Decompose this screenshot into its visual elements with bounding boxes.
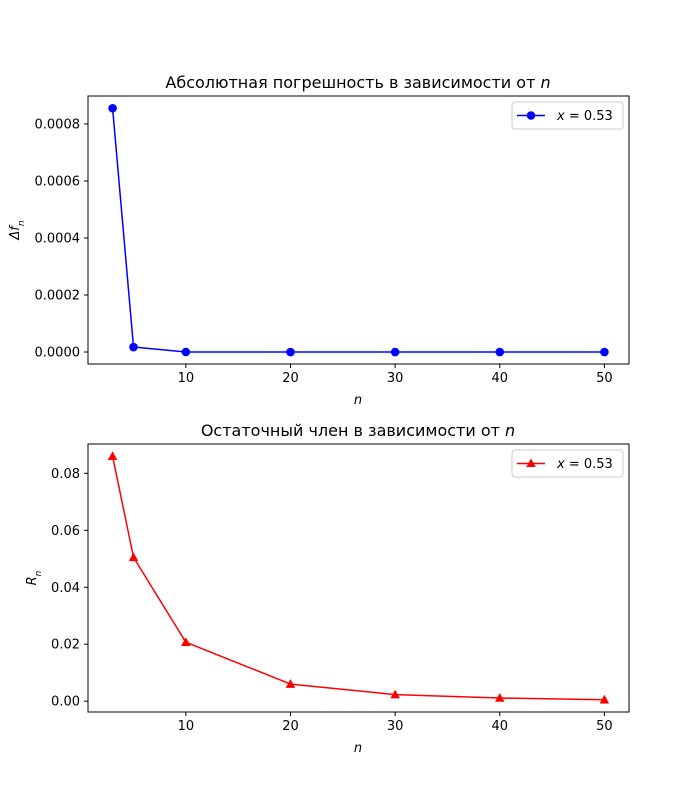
- series-layer: [107, 451, 610, 704]
- y-tick-label: 0.0008: [35, 117, 81, 132]
- y-tick-label: 0.00: [51, 695, 80, 710]
- x-tick-label: 50: [596, 371, 613, 386]
- data-point: [285, 679, 296, 688]
- legend-var: x: [556, 109, 565, 124]
- x-tick-label: 30: [387, 371, 404, 386]
- legend-marker-circle: [526, 111, 536, 120]
- y-tick-label: 0.04: [51, 581, 80, 596]
- y-tick-label: 0.0000: [35, 346, 81, 361]
- data-point: [108, 103, 117, 113]
- axes-frame: [87, 95, 630, 365]
- legend-var: x: [556, 457, 565, 472]
- data-point: [128, 552, 139, 562]
- chart-title-text: Остаточный член в зависимости от: [201, 421, 505, 440]
- legend-label: x = 0.53: [556, 457, 613, 472]
- subplot-remainder-term: Остаточный член в зависимости от n 10 20 3…: [25, 421, 630, 756]
- data-point: [181, 347, 191, 357]
- legend: x = 0.53: [511, 101, 624, 130]
- x-axis-ticks: 10 20 30 40 50: [178, 712, 613, 734]
- x-tick-label: 40: [491, 719, 508, 734]
- data-point: [390, 689, 400, 699]
- y-tick-label: 0.0006: [35, 174, 81, 189]
- y-axis-label-sub: n: [17, 220, 27, 226]
- data-point: [599, 694, 610, 704]
- x-tick-label: 50: [596, 719, 613, 734]
- x-tick-label: 20: [282, 719, 299, 734]
- y-axis-label: Rn: [25, 570, 44, 585]
- x-tick-label: 10: [178, 719, 195, 734]
- x-tick-label: 40: [491, 371, 508, 386]
- legend-label: x = 0.53: [556, 109, 613, 124]
- y-tick-label: 0.08: [51, 467, 80, 482]
- subplot-absolute-error: Абсолютная погрешность в зависимости от …: [8, 73, 630, 408]
- legend-value: = 0.53: [565, 109, 613, 124]
- data-point: [600, 347, 609, 357]
- y-axis-ticks: 0.0000 0.0002 0.0004 0.0006 0.0008: [35, 117, 88, 361]
- legend-box: [511, 101, 624, 130]
- data-point: [390, 347, 400, 357]
- legend-value: = 0.53: [565, 457, 613, 472]
- axes-frame: [87, 443, 630, 713]
- y-tick-label: 0.06: [51, 524, 80, 539]
- data-point: [286, 347, 295, 357]
- chart-title: Остаточный член в зависимости от n: [201, 421, 515, 440]
- legend-marker-triangle: [526, 458, 536, 467]
- x-tick-label: 30: [387, 719, 404, 734]
- data-point: [129, 342, 138, 352]
- y-axis-label-main: Δf: [8, 224, 23, 241]
- series-layer: [108, 103, 609, 357]
- x-tick-label: 10: [178, 371, 195, 386]
- x-tick-label: 20: [282, 371, 299, 386]
- y-tick-label: 0.02: [51, 638, 80, 653]
- data-point: [495, 347, 505, 357]
- chart-title-var: n: [505, 421, 515, 440]
- data-point: [181, 637, 191, 646]
- chart-title-var: n: [540, 73, 550, 92]
- data-point: [107, 451, 118, 460]
- x-axis-ticks: 10 20 30 40 50: [178, 364, 613, 386]
- legend: x = 0.53: [511, 449, 624, 478]
- y-axis-label: Δfn: [8, 220, 27, 240]
- y-tick-label: 0.0002: [35, 289, 81, 304]
- x-axis-label: n: [354, 393, 362, 408]
- chart-title: Абсолютная погрешность в зависимости от …: [165, 73, 550, 92]
- data-point: [495, 693, 505, 702]
- y-tick-label: 0.0004: [35, 231, 81, 246]
- legend-box: [511, 449, 624, 478]
- chart-title-text: Абсолютная погрешность в зависимости от: [165, 73, 540, 92]
- x-axis-label: n: [354, 741, 362, 756]
- y-axis-label-main: R: [25, 576, 40, 585]
- y-axis-ticks: 0.00 0.02 0.04 0.06 0.08: [51, 467, 88, 710]
- y-axis-label-sub: n: [34, 570, 44, 576]
